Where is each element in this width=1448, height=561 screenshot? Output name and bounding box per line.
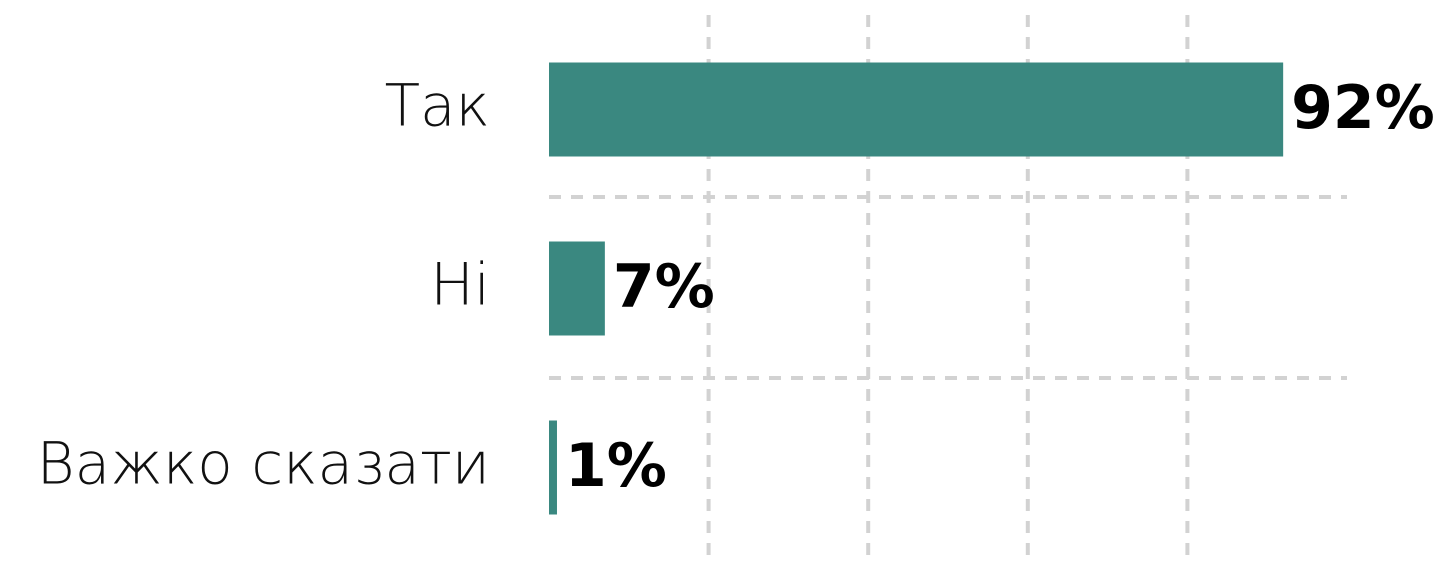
category-label: Важко сказати <box>37 430 490 498</box>
bar <box>549 62 1284 157</box>
category-label: Ні <box>430 251 490 319</box>
bar <box>549 420 557 515</box>
bar <box>549 241 605 336</box>
value-label: 7% <box>613 252 715 322</box>
value-label: 92% <box>1291 73 1435 143</box>
value-label: 1% <box>565 431 667 501</box>
category-label: Так <box>385 72 490 140</box>
